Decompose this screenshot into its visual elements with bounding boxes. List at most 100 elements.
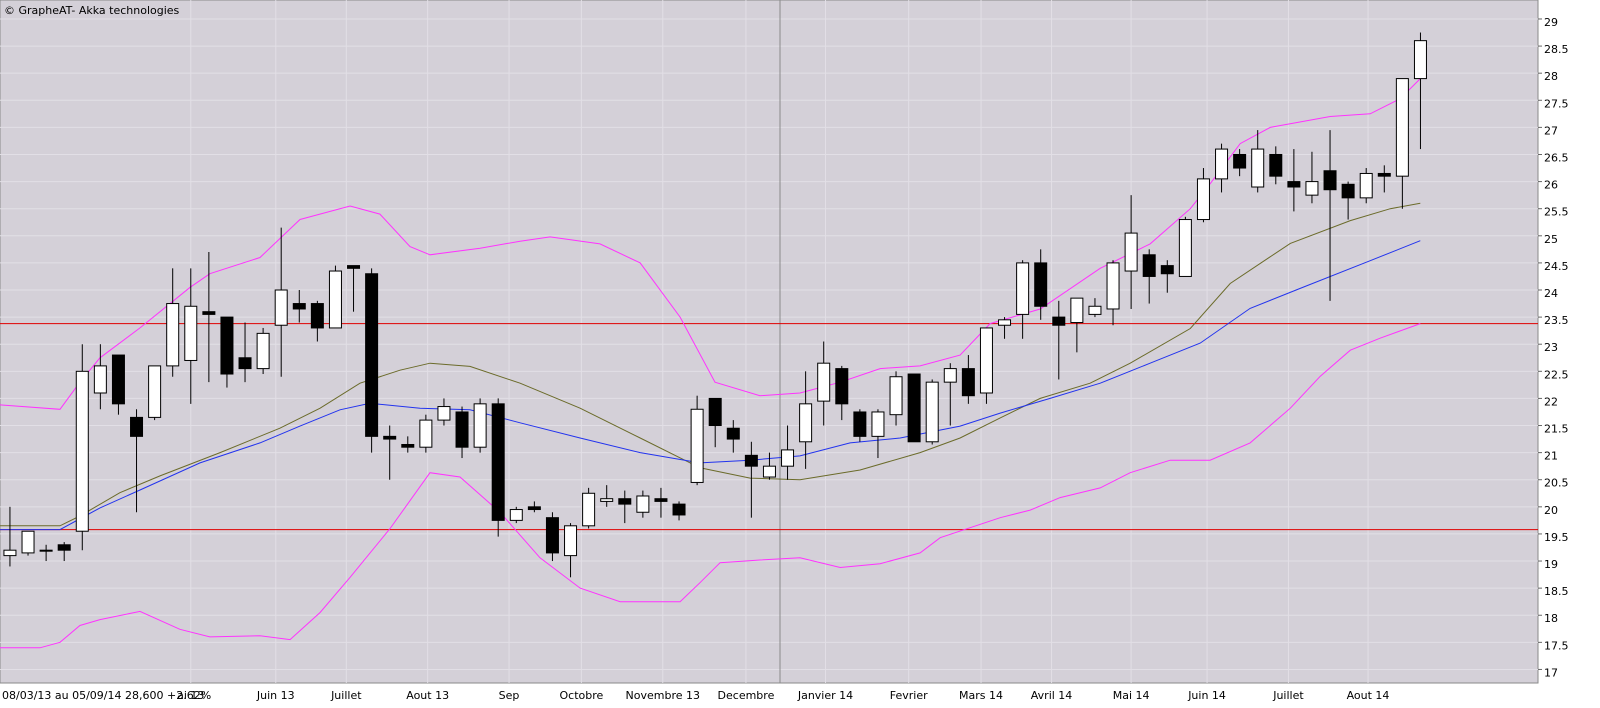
y-tick-label: 20 (1544, 504, 1558, 517)
x-tick-label: Mars 14 (959, 689, 1003, 702)
x-tick-label: Juin 14 (1187, 689, 1226, 702)
x-tick-label: Aout 14 (1347, 689, 1390, 702)
candle-body (1323, 170, 1337, 191)
candle-body (130, 416, 144, 437)
candle-body (889, 376, 903, 416)
y-tick-label: 27.5 (1544, 97, 1569, 110)
candle-body (1070, 297, 1084, 324)
x-tick-label: Avril 14 (1031, 689, 1073, 702)
candle-body (708, 397, 722, 427)
candle-body (1016, 262, 1030, 315)
y-tick-label: 28 (1544, 70, 1558, 83)
candle-body (39, 549, 53, 552)
candle-body (1233, 153, 1247, 169)
candle-body (1287, 181, 1301, 188)
candle-body (582, 492, 596, 527)
marks (0, 32, 1538, 649)
y-tick-label: 18.5 (1544, 585, 1569, 598)
grid (0, 0, 1538, 683)
candle-body (527, 506, 541, 511)
candle-body (148, 365, 162, 418)
candle-body (672, 503, 686, 516)
indicator-line (0, 323, 1421, 649)
candle-body (1395, 78, 1409, 177)
x-tick-label: Novembre 13 (626, 689, 700, 702)
candle-body (437, 406, 451, 421)
x-tick-label: Mai 14 (1113, 689, 1150, 702)
candle-body (871, 411, 885, 437)
y-tick-label: 26.5 (1544, 151, 1569, 164)
candle-body (636, 495, 650, 513)
candle-body (491, 403, 505, 521)
x-tick-label: Juillet (330, 689, 362, 702)
candle-body (1377, 172, 1391, 177)
x-tick-label: Juillet (1272, 689, 1304, 702)
candle-body (545, 517, 559, 554)
y-tick-label: 17.5 (1544, 639, 1569, 652)
candle-body (473, 403, 487, 448)
candle-body (57, 544, 71, 551)
candle-body (256, 332, 270, 370)
candle-body (1088, 305, 1102, 315)
candle-body (455, 411, 469, 448)
candle-body (3, 549, 17, 557)
y-tick-label: 28.5 (1544, 43, 1569, 56)
candle-body (328, 270, 342, 329)
candle-body (600, 498, 614, 502)
y-tick-label: 22 (1544, 395, 1558, 408)
candle-body (781, 449, 795, 467)
candle-body (21, 530, 35, 554)
y-tick-label: 24.5 (1544, 260, 1569, 273)
candle-body (1124, 232, 1138, 272)
x-tick-label: Fevrier (890, 689, 928, 702)
candle-body (111, 354, 125, 405)
candle-body (654, 498, 668, 502)
candle-body (1305, 181, 1319, 196)
candle-body (1269, 153, 1283, 177)
candle-body (220, 316, 234, 375)
y-tick-label: 23 (1544, 341, 1558, 354)
footer-text: 08/03/13 au 05/09/14 28,600 +2.62% (2, 689, 211, 702)
candle-body (202, 311, 216, 315)
candle-body (998, 319, 1012, 326)
y-tick-label: 20.5 (1544, 477, 1569, 490)
x-tick-label: Janvier 14 (797, 689, 853, 702)
candle-body (365, 273, 379, 437)
candle-body (979, 327, 993, 394)
candle-body (1160, 265, 1174, 275)
chart-title: © GrapheAT- Akka technologies (4, 4, 180, 17)
y-tick-label: 25 (1544, 233, 1558, 246)
candle-body (166, 303, 180, 367)
candle-body (907, 373, 921, 443)
candle-body (817, 362, 831, 402)
candle-body (1052, 316, 1066, 326)
x-tick-label: ai 13 (177, 689, 204, 702)
candle-body (274, 289, 288, 326)
candle-body (799, 403, 813, 443)
plot-area (0, 0, 1539, 684)
candle-body (75, 370, 89, 532)
candle-body (762, 465, 776, 478)
candle-body (1251, 148, 1265, 188)
candle-body (1106, 262, 1120, 310)
candle-body (383, 435, 397, 440)
y-tick-label: 26 (1544, 179, 1558, 192)
candle-body (347, 265, 361, 269)
y-tick-label: 24 (1544, 287, 1558, 300)
candle-body (292, 303, 306, 310)
candle-body (564, 525, 578, 557)
candle-body (726, 427, 740, 440)
y-tick-label: 27 (1544, 124, 1558, 137)
candle-body (835, 368, 849, 405)
y-tick-label: 21 (1544, 450, 1558, 463)
candle-body (853, 411, 867, 437)
candle-body (1178, 219, 1192, 277)
candle-body (1196, 178, 1210, 221)
candle-body (1034, 262, 1048, 307)
candle-body (690, 408, 704, 483)
x-tick-label: Sep (499, 689, 520, 702)
candle-body (401, 443, 415, 448)
x-tick-label: Decembre (718, 689, 775, 702)
candle-body (1341, 183, 1355, 199)
